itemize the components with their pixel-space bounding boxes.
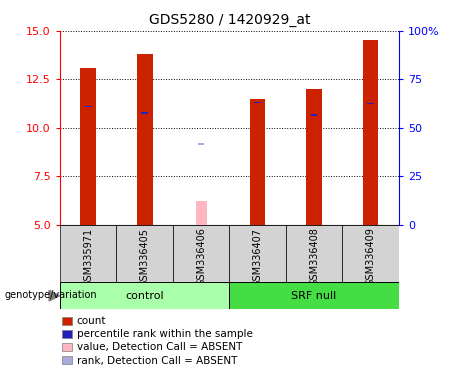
Text: GSM336406: GSM336406 [196, 227, 206, 286]
Bar [367, 103, 374, 104]
Text: GSM335971: GSM335971 [83, 227, 93, 286]
Bar [363, 40, 378, 225]
Bar [173, 225, 229, 282]
Bar [195, 201, 207, 225]
Bar [198, 144, 204, 145]
Bar [342, 225, 399, 282]
Bar [60, 282, 229, 309]
Text: GSM336405: GSM336405 [140, 227, 150, 286]
Text: GSM336407: GSM336407 [253, 227, 263, 286]
Bar [80, 68, 96, 225]
Bar [141, 113, 148, 114]
Bar [306, 89, 322, 225]
Bar [116, 225, 173, 282]
Bar [254, 102, 261, 103]
Bar [229, 282, 399, 309]
Bar [60, 225, 116, 282]
Text: genotype/variation: genotype/variation [5, 290, 97, 300]
Text: control: control [125, 291, 164, 301]
Text: GSM336408: GSM336408 [309, 227, 319, 286]
Bar [85, 106, 92, 107]
Legend: count, percentile rank within the sample, value, Detection Call = ABSENT, rank, : count, percentile rank within the sample… [62, 316, 253, 366]
Bar [311, 114, 318, 116]
Text: SRF null: SRF null [291, 291, 337, 301]
Polygon shape [49, 290, 59, 301]
Bar [229, 225, 286, 282]
Text: GSM336409: GSM336409 [366, 227, 376, 286]
Title: GDS5280 / 1420929_at: GDS5280 / 1420929_at [148, 13, 310, 27]
Bar [250, 99, 266, 225]
Bar [137, 54, 153, 225]
Bar [286, 225, 342, 282]
